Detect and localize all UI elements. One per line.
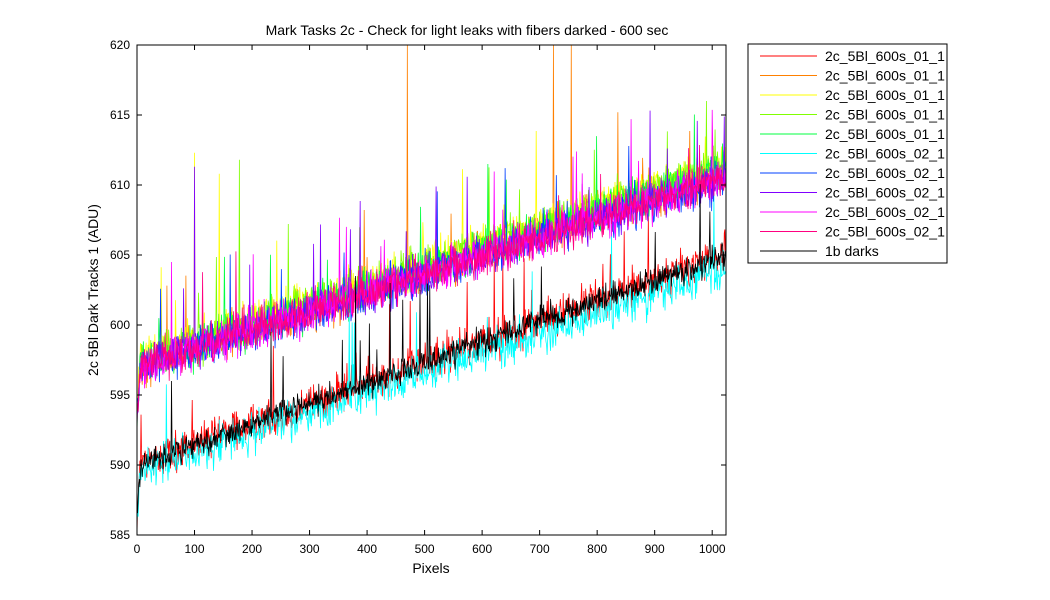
chart-title: Mark Tasks 2c - Check for light leaks wi… [266, 22, 669, 38]
legend-label-10: 2c_5Bl_600s_02_1 [825, 224, 945, 240]
y-axis-label: 2c 5Bl Dark Tracks 1 (ADU) [85, 204, 101, 376]
x-tick-label: 500 [415, 542, 435, 556]
x-tick-label: 200 [242, 542, 262, 556]
y-tick-label: 595 [110, 388, 130, 402]
y-axis-ticks: 585 590 595 600 605 610 615 620 [110, 38, 726, 542]
x-tick-label: 100 [185, 542, 205, 556]
legend-label-6: 2c_5Bl_600s_02_1 [825, 146, 945, 162]
plot-border [136, 44, 727, 536]
legend-label-7: 2c_5Bl_600s_02_1 [825, 165, 945, 181]
x-tick-label: 0 [134, 542, 141, 556]
x-tick-label: 300 [300, 542, 320, 556]
y-tick-label: 610 [110, 178, 130, 192]
legend-items: 2c_5Bl_600s_01_1 2c_5Bl_600s_01_1 2c_5Bl_6… [760, 48, 945, 259]
legend-label-11: 1b darks [825, 243, 879, 259]
y-tick-label: 620 [110, 38, 130, 52]
legend-label-8: 2c_5Bl_600s_02_1 [825, 185, 945, 201]
legend-label-5: 2c_5Bl_600s_01_1 [825, 126, 945, 142]
series-group [137, 45, 726, 534]
y-tick-label: 615 [110, 108, 130, 122]
legend-label-1: 2c_5Bl_600s_01_1 [825, 48, 945, 64]
legend-label-2: 2c_5Bl_600s_01_1 [825, 68, 945, 84]
legend: 2c_5Bl_600s_01_1 2c_5Bl_600s_01_1 2c_5Bl_6… [747, 43, 948, 264]
x-axis-ticks: 0 100 200 300 400 500 600 700 800 900 1000 [134, 45, 726, 556]
series-line-10 [137, 144, 726, 416]
x-tick-label: 600 [472, 542, 492, 556]
x-axis-label: Pixels [412, 560, 449, 576]
series-line-11 [137, 184, 726, 514]
y-tick-label: 605 [110, 248, 130, 262]
y-tick-label: 585 [110, 528, 130, 542]
x-tick-label: 900 [645, 542, 665, 556]
legend-label-9: 2c_5Bl_600s_02_1 [825, 204, 945, 220]
y-tick-label: 600 [110, 318, 130, 332]
x-tick-label: 700 [530, 542, 550, 556]
x-tick-label: 1000 [699, 542, 726, 556]
x-tick-label: 400 [357, 542, 377, 556]
x-tick-label: 800 [587, 542, 607, 556]
legend-label-3: 2c_5Bl_600s_01_1 [825, 87, 945, 103]
legend-label-4: 2c_5Bl_600s_01_1 [825, 107, 945, 123]
y-tick-label: 590 [110, 458, 130, 472]
